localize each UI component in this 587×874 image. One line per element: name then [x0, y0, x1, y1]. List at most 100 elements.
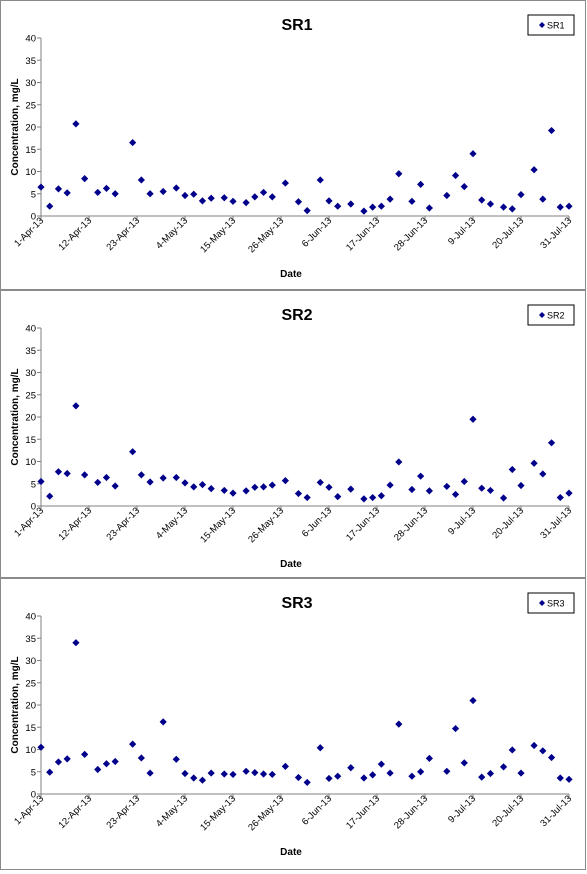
data-point	[451, 171, 460, 180]
data-point	[334, 202, 342, 210]
data-point	[63, 189, 71, 197]
x-tick-label: 28-Jun-13	[392, 505, 430, 543]
data-point	[251, 769, 259, 777]
chart-sr2: SR2 0 5 10 15 20 25 30 35 40 Concentration, mg/L 1-…	[10, 304, 575, 570]
data-point	[547, 126, 556, 135]
data-point	[460, 183, 468, 191]
y-tick-label: 20	[25, 413, 36, 424]
x-tick-label: 20-Jul-13	[490, 505, 526, 541]
data-point	[395, 170, 403, 178]
data-point	[417, 472, 425, 480]
data-point	[316, 478, 324, 487]
data-point	[425, 487, 433, 495]
x-tick-label: 23-Apr-13	[104, 793, 142, 831]
x-tick-label: 26-May-13	[246, 215, 286, 255]
x-tick-label: 28-Jun-13	[392, 793, 430, 831]
data-point	[190, 774, 198, 782]
x-tick-label: 20-Jul-13	[490, 793, 526, 829]
y-tick-label: 35	[25, 634, 36, 645]
x-tick-label: 12-Apr-13	[56, 215, 94, 253]
data-point	[478, 484, 486, 492]
data-point	[198, 481, 207, 489]
data-point	[46, 492, 54, 500]
y-axis-title: Concentration, mg/L	[10, 656, 21, 753]
y-tick-label: 0	[31, 790, 36, 801]
chart-panel-sr3: SR3 0 5 10 15 20 25 30 35 40 Concentration, mg/L 1-…	[0, 578, 586, 870]
data-point	[220, 194, 228, 202]
x-tick-label: 6-Jun-13	[300, 505, 334, 539]
data-point	[547, 439, 556, 447]
x-tick-label: 9-Jul-13	[446, 215, 478, 247]
x-tick-label: 12-Apr-13	[56, 505, 94, 543]
data-point	[508, 746, 516, 754]
y-tick-label: 30	[25, 78, 36, 89]
data-point	[325, 197, 333, 205]
data-point	[347, 764, 355, 772]
data-point	[102, 184, 111, 193]
data-point	[395, 720, 403, 728]
data-point	[408, 485, 416, 494]
data-point	[377, 492, 385, 500]
y-tick-label: 5	[31, 189, 36, 200]
data-point	[478, 773, 486, 781]
chart-panel-sr2: SR2 0 5 10 15 20 25 30 35 40 Concentration, mg/L 1-…	[0, 290, 586, 578]
data-point	[303, 493, 311, 502]
x-tick-label: 26-May-13	[246, 793, 286, 833]
data-point	[325, 483, 333, 491]
data-point	[242, 199, 250, 207]
y-tick-label: 5	[31, 479, 36, 490]
chart-title: SR3	[281, 595, 312, 612]
x-tick-label: 9-Jul-13	[446, 793, 478, 825]
data-point	[63, 755, 71, 763]
data-point	[386, 195, 394, 203]
y-tick-label: 10	[25, 745, 36, 756]
y-tick-label: 5	[31, 767, 36, 778]
x-tick-label: 1-Apr-13	[12, 793, 46, 827]
data-point	[229, 770, 237, 779]
data-point	[229, 197, 237, 205]
data-point	[94, 188, 102, 197]
data-point	[443, 191, 451, 200]
data-point	[94, 765, 102, 774]
x-tick-label: 20-Jul-13	[490, 215, 526, 251]
x-tick-label: 9-Jul-13	[446, 505, 478, 537]
data-point	[190, 483, 198, 491]
data-point	[508, 465, 516, 474]
y-tick-label: 20	[25, 701, 36, 712]
legend-marker	[539, 22, 545, 28]
x-axis-title: Date	[280, 847, 302, 858]
data-point	[207, 485, 215, 493]
data-point	[556, 203, 564, 211]
data-point	[37, 183, 45, 191]
data-point	[181, 769, 189, 778]
data-point	[316, 176, 324, 184]
data-point	[220, 486, 228, 495]
data-point	[159, 474, 167, 482]
data-point	[565, 202, 573, 210]
data-point	[517, 481, 525, 490]
x-tick-label: 15-May-13	[198, 215, 238, 255]
data-point	[102, 760, 111, 768]
y-axis-title: Concentration, mg/L	[10, 78, 21, 175]
data-point	[46, 768, 54, 776]
data-point	[63, 469, 71, 478]
y-tick-label: 15	[25, 435, 36, 446]
data-point	[334, 772, 342, 780]
y-tick-label: 25	[25, 100, 36, 111]
data-point	[72, 402, 80, 410]
legend-label: SR2	[547, 311, 565, 321]
chart-title: SR1	[281, 17, 312, 34]
x-tick-label: 17-Jun-13	[344, 215, 382, 253]
data-point	[530, 741, 538, 750]
data-point	[360, 207, 368, 215]
data-point	[242, 487, 250, 495]
data-point	[54, 185, 63, 193]
y-tick-label: 40	[25, 324, 36, 335]
y-tick-label: 10	[25, 457, 36, 468]
data-point	[294, 773, 303, 782]
y-tick-label: 25	[25, 678, 36, 689]
data-point	[294, 198, 303, 206]
data-point	[547, 753, 556, 762]
data-point	[229, 489, 237, 497]
data-point	[198, 776, 207, 784]
